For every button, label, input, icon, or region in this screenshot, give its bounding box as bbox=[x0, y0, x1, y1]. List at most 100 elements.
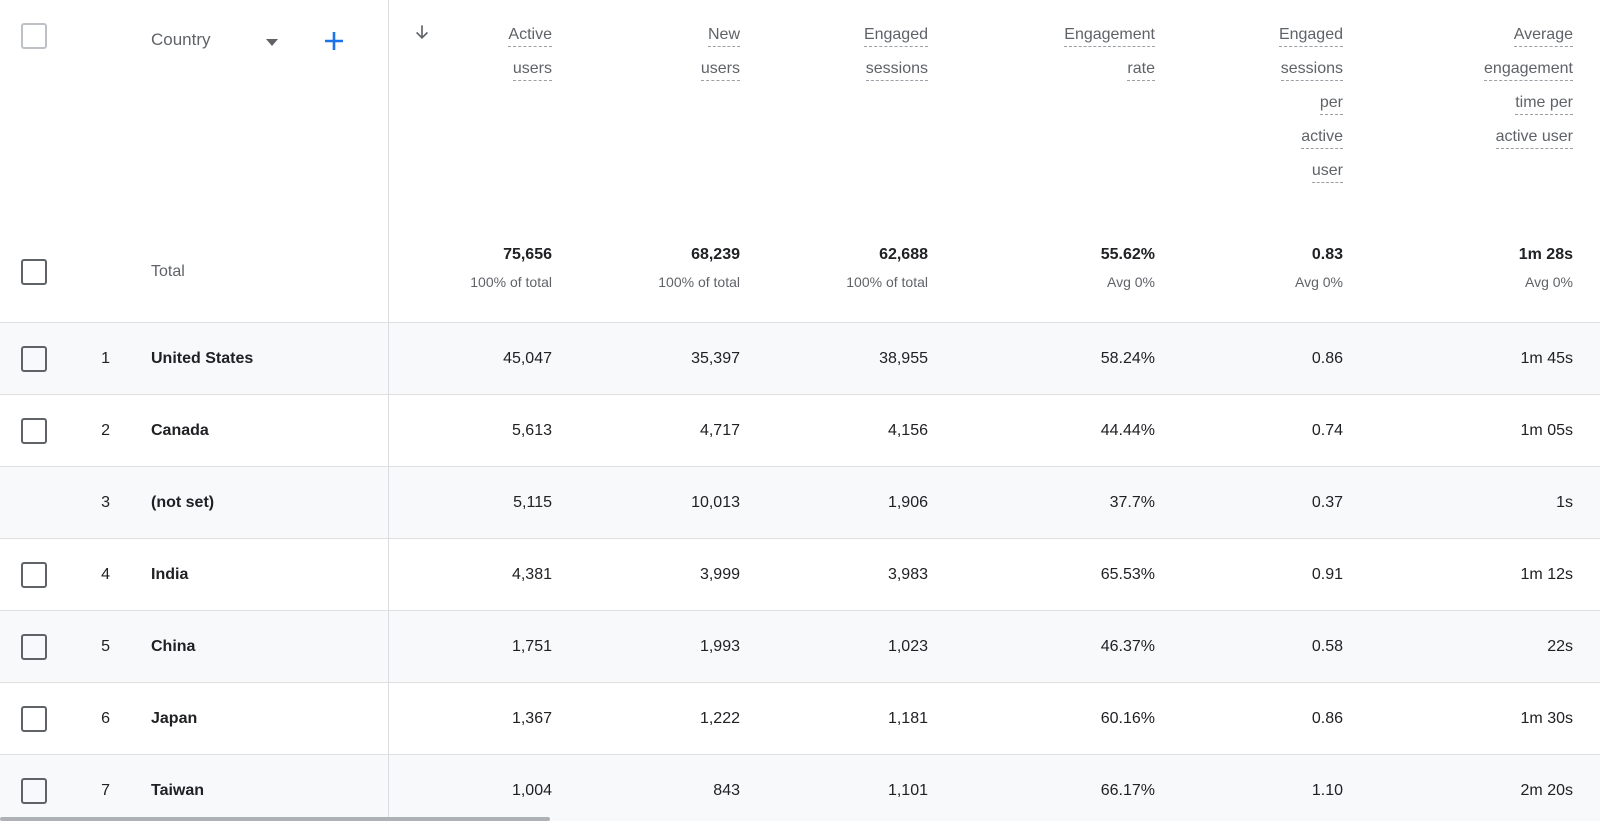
sort-descending-icon[interactable] bbox=[412, 22, 432, 47]
cell-engaged-sessions-per-user: 0.74 bbox=[1311, 421, 1343, 439]
cell-engaged-sessions-per-user: 0.91 bbox=[1311, 565, 1343, 583]
row-rank: 3 bbox=[101, 493, 110, 511]
total-label: Total bbox=[151, 263, 185, 280]
country-name: Japan bbox=[151, 709, 198, 727]
total-sub-label: 100% of total bbox=[470, 274, 552, 290]
column-header-label: user bbox=[1311, 159, 1343, 183]
cell-new-users: 1,993 bbox=[699, 637, 740, 655]
cell-avg-engagement-time: 1m 30s bbox=[1520, 709, 1573, 727]
column-header-label: Engaged bbox=[863, 23, 928, 47]
cell-engaged-sessions-per-user: 1.10 bbox=[1311, 781, 1343, 799]
country-name: Canada bbox=[151, 421, 209, 439]
cell-engagement-rate: 37.7% bbox=[1109, 493, 1155, 511]
cell-active-users: 4,381 bbox=[511, 565, 552, 583]
row-checkbox[interactable] bbox=[21, 345, 47, 372]
dimension-header-cell: Country bbox=[0, 0, 388, 222]
column-header-label: active user bbox=[1495, 125, 1573, 149]
select-all-checkbox[interactable] bbox=[21, 23, 47, 49]
cell-new-users: 843 bbox=[713, 781, 740, 799]
add-dimension-button[interactable] bbox=[322, 29, 346, 53]
cell-active-users: 5,613 bbox=[511, 421, 552, 439]
total-sub-label: Avg 0% bbox=[1107, 274, 1155, 290]
total-value: 0.83 bbox=[1311, 246, 1343, 263]
row-checkbox[interactable] bbox=[21, 705, 47, 732]
cell-new-users: 3,999 bbox=[699, 565, 740, 583]
column-header-label: users bbox=[512, 57, 552, 81]
column-header-label: sessions bbox=[1280, 57, 1343, 81]
cell-active-users: 5,115 bbox=[513, 493, 552, 511]
column-header-label: sessions bbox=[865, 57, 928, 81]
cell-engagement-rate: 60.16% bbox=[1100, 709, 1155, 727]
cell-engaged-sessions: 1,906 bbox=[887, 493, 928, 511]
column-header-new-users[interactable]: New users bbox=[572, 0, 760, 222]
row-checkbox[interactable] bbox=[21, 633, 47, 660]
table-row: 6 Japan 1,367 1,222 1,181 60.16% 0.86 1m… bbox=[0, 682, 1600, 754]
country-name: Taiwan bbox=[151, 781, 205, 799]
country-name: India bbox=[151, 565, 189, 583]
cell-avg-engagement-time: 1m 45s bbox=[1520, 349, 1573, 367]
column-header-label: active bbox=[1301, 125, 1343, 149]
column-header-label: rate bbox=[1127, 57, 1155, 81]
cell-avg-engagement-time: 1m 12s bbox=[1520, 565, 1573, 583]
row-rank: 2 bbox=[101, 421, 110, 439]
total-sub-label: Avg 0% bbox=[1295, 274, 1343, 290]
cell-engagement-rate: 65.53% bbox=[1100, 565, 1155, 583]
cell-active-users: 1,004 bbox=[511, 781, 552, 799]
total-value: 75,656 bbox=[503, 246, 552, 263]
cell-avg-engagement-time: 2m 20s bbox=[1520, 781, 1573, 799]
dimension-dropdown[interactable]: Country bbox=[151, 30, 211, 49]
row-rank: 7 bbox=[101, 781, 110, 799]
total-cell: 75,656 100% of total bbox=[388, 222, 572, 322]
total-row-checkbox[interactable] bbox=[21, 259, 47, 285]
cell-avg-engagement-time: 1s bbox=[1556, 493, 1573, 511]
column-header-active-users[interactable]: Active users bbox=[388, 0, 572, 222]
cell-engaged-sessions-per-user: 0.86 bbox=[1311, 349, 1343, 367]
cell-new-users: 35,397 bbox=[691, 349, 740, 367]
total-value: 62,688 bbox=[879, 246, 928, 263]
cell-active-users: 1,367 bbox=[511, 709, 552, 727]
cell-new-users: 1,222 bbox=[699, 709, 740, 727]
cell-engaged-sessions: 3,983 bbox=[887, 565, 928, 583]
cell-active-users: 1,751 bbox=[511, 637, 552, 655]
table-row: 5 China 1,751 1,993 1,023 46.37% 0.58 22… bbox=[0, 610, 1600, 682]
column-header-label: users bbox=[700, 57, 740, 81]
column-header-engaged-sessions[interactable]: Engaged sessions bbox=[760, 0, 948, 222]
column-header-label: Engagement bbox=[1064, 23, 1155, 47]
column-header-label: Average bbox=[1513, 23, 1573, 47]
total-row-dimension-cell: Total bbox=[0, 222, 388, 322]
cell-engaged-sessions-per-user: 0.58 bbox=[1311, 637, 1343, 655]
table-body: 1 United States 45,047 35,397 38,955 58.… bbox=[0, 322, 1600, 821]
cell-engaged-sessions: 1,023 bbox=[887, 637, 928, 655]
total-value: 55.62% bbox=[1100, 246, 1155, 263]
total-sub-label: 100% of total bbox=[658, 274, 740, 290]
caret-down-icon bbox=[266, 39, 278, 46]
column-header-engaged-sessions-per-active-user[interactable]: Engaged sessions per active user bbox=[1175, 0, 1363, 222]
cell-engaged-sessions: 38,955 bbox=[879, 349, 928, 367]
cell-engagement-rate: 66.17% bbox=[1100, 781, 1155, 799]
row-rank: 1 bbox=[101, 349, 110, 367]
country-name: United States bbox=[151, 349, 254, 367]
total-cell: 0.83 Avg 0% bbox=[1175, 222, 1363, 322]
total-cell: 68,239 100% of total bbox=[572, 222, 760, 322]
cell-engaged-sessions: 4,156 bbox=[887, 421, 928, 439]
table-row: 3 (not set) 5,115 10,013 1,906 37.7% 0.3… bbox=[0, 466, 1600, 538]
cell-engagement-rate: 58.24% bbox=[1100, 349, 1155, 367]
cell-engaged-sessions: 1,181 bbox=[887, 709, 928, 727]
column-header-engagement-rate[interactable]: Engagement rate bbox=[948, 0, 1175, 222]
horizontal-scrollbar-thumb[interactable] bbox=[0, 817, 550, 821]
country-name: China bbox=[151, 637, 196, 655]
table-header-row: Country Active users New users Engaged bbox=[0, 0, 1600, 222]
row-rank: 4 bbox=[101, 565, 110, 583]
table-row: 4 India 4,381 3,999 3,983 65.53% 0.91 1m… bbox=[0, 538, 1600, 610]
row-checkbox[interactable] bbox=[21, 417, 47, 444]
table-row: 7 Taiwan 1,004 843 1,101 66.17% 1.10 2m … bbox=[0, 754, 1600, 821]
cell-active-users: 45,047 bbox=[503, 349, 552, 367]
row-checkbox[interactable] bbox=[21, 561, 47, 588]
row-rank: 5 bbox=[101, 637, 110, 655]
row-checkbox[interactable] bbox=[21, 777, 47, 804]
frozen-column-divider bbox=[388, 0, 389, 821]
table-row: 2 Canada 5,613 4,717 4,156 44.44% 0.74 1… bbox=[0, 394, 1600, 466]
column-header-avg-engagement-time[interactable]: Average engagement time per active user bbox=[1363, 0, 1600, 222]
cell-new-users: 10,013 bbox=[691, 493, 740, 511]
